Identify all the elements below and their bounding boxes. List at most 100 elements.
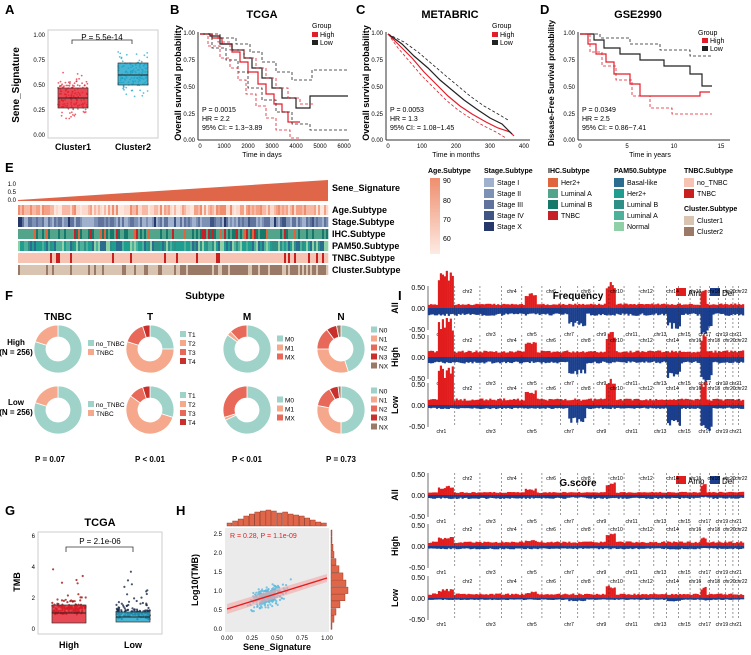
i-amp-bar	[625, 492, 628, 495]
e-track-tnbc-cell	[58, 253, 61, 263]
i-del-bar	[714, 357, 717, 362]
i-del-bar	[556, 308, 559, 314]
i-del-bar	[465, 546, 468, 549]
i-del-bar	[441, 495, 444, 498]
i-del-bar	[619, 598, 622, 600]
i-amp-bar	[682, 542, 685, 546]
i-chrom-label: chr16	[689, 527, 702, 533]
e-track-stage-cell	[98, 217, 101, 227]
e-track-ihc-cell	[190, 229, 193, 239]
i-amp-bar	[651, 542, 654, 546]
g-xlabel-low: Low	[124, 640, 143, 650]
i-del-bar	[684, 308, 687, 314]
i-del-bar	[558, 308, 561, 314]
d-curve-high	[580, 33, 710, 97]
i-del-bar	[514, 495, 518, 499]
f-row-n: (N = 256)	[0, 348, 33, 357]
i-del-bar	[497, 357, 500, 363]
e-track-stage-cell	[124, 217, 127, 227]
i-amp-bar	[668, 594, 672, 598]
e-track-cluster-cell	[164, 265, 167, 275]
i-amp-bar	[564, 398, 567, 405]
i-amp-bar	[736, 399, 739, 405]
i-del-bar	[475, 405, 478, 409]
i-amp-bar	[530, 540, 533, 546]
f-legend-swatch	[180, 410, 186, 416]
i-tracks: 0.500.00-0.50Allchr1chr2chr3chr4chr5chr6…	[390, 270, 748, 628]
i-chrom-label: chr13	[654, 429, 667, 435]
i-del-bar	[530, 495, 533, 498]
i-chrom-label: chr12	[640, 579, 653, 585]
e-track-age-cell	[304, 205, 307, 215]
h-hist-right-bar	[330, 558, 337, 566]
i-del-bar	[704, 495, 707, 497]
e-track-stage-cell	[234, 217, 237, 227]
i-del-bar	[698, 357, 701, 364]
g-point	[84, 596, 87, 599]
i-del-bar	[651, 495, 654, 499]
i-del-bar	[532, 598, 535, 600]
e-track-pam50-cell	[216, 241, 219, 251]
i-del-bar	[501, 308, 504, 316]
e-track-age-cell	[272, 205, 275, 215]
i-del-bar	[485, 598, 488, 600]
i-amp-bar	[489, 593, 492, 598]
i-del-bar	[605, 495, 608, 499]
e-track-stage-cell	[244, 217, 247, 227]
a-point	[70, 111, 73, 114]
i-chrom-label: chr22	[735, 338, 748, 344]
a-point	[73, 85, 75, 87]
i-del-bar	[544, 308, 547, 315]
e-track-tnbc-cell	[156, 253, 159, 263]
i-chrom-label: chr4	[507, 476, 517, 482]
e-track-cluster-cell	[316, 265, 319, 275]
i-del-bar	[491, 598, 494, 601]
panel-h: H Log10(TMB) R = 0.28, P = 1.1e-09 2.5 2…	[176, 503, 349, 652]
e-track-stage-cell	[136, 217, 139, 227]
i-amp-bar	[609, 282, 612, 308]
i-del-bar	[649, 308, 652, 316]
a-point	[78, 84, 81, 87]
e-track-ihc-cell	[326, 229, 329, 239]
i-amp-bar	[560, 492, 563, 495]
e-track-tnbc-cell	[264, 253, 267, 263]
i-del-bar	[560, 405, 563, 409]
i-del-bar	[714, 598, 717, 600]
i-del-bar	[639, 308, 642, 315]
i-chrom-label: chr4	[507, 527, 517, 533]
i-row-label: High	[390, 536, 400, 556]
i-del-bar	[564, 546, 567, 549]
i-amp-bar	[597, 303, 601, 308]
e-track-tnbc-cell	[102, 253, 105, 263]
e-track-tnbc-cell	[206, 253, 209, 263]
e-track-stage-cell	[150, 217, 153, 227]
e-legend-item: Stage III	[497, 202, 523, 209]
i-amp-bar	[516, 594, 520, 598]
i-del-bar	[435, 598, 439, 600]
i-del-bar	[437, 405, 441, 409]
i-del-bar	[512, 546, 516, 550]
e-track-tnbc-cell	[276, 253, 279, 263]
e-track-ihc-cell	[130, 229, 133, 239]
e-track-age-cell	[278, 205, 281, 215]
i-del-bar	[641, 308, 644, 314]
i-del-bar	[538, 357, 541, 363]
g-title: TCGA	[84, 517, 115, 529]
i-del-bar	[655, 357, 658, 363]
e-track-age-cell	[48, 205, 51, 215]
e-track-stage-cell	[44, 217, 47, 227]
i-del-bar	[580, 308, 583, 324]
e-legend-age-tick: 80	[443, 198, 451, 205]
c-ytick: 0.00	[371, 138, 383, 144]
i-amp-bar	[674, 400, 678, 405]
e-track-ihc-cell	[226, 229, 229, 239]
i-amp-bar	[441, 539, 444, 546]
f-legend-item: M1	[285, 346, 294, 353]
i-del-bar	[623, 405, 626, 409]
f-donut-slice	[336, 324, 342, 338]
e-track-tnbc-cell	[210, 253, 213, 263]
i-del-bar	[625, 308, 628, 314]
i-del-bar	[536, 495, 539, 499]
i-amp-bar	[726, 492, 729, 495]
i-del-bar	[615, 598, 618, 600]
